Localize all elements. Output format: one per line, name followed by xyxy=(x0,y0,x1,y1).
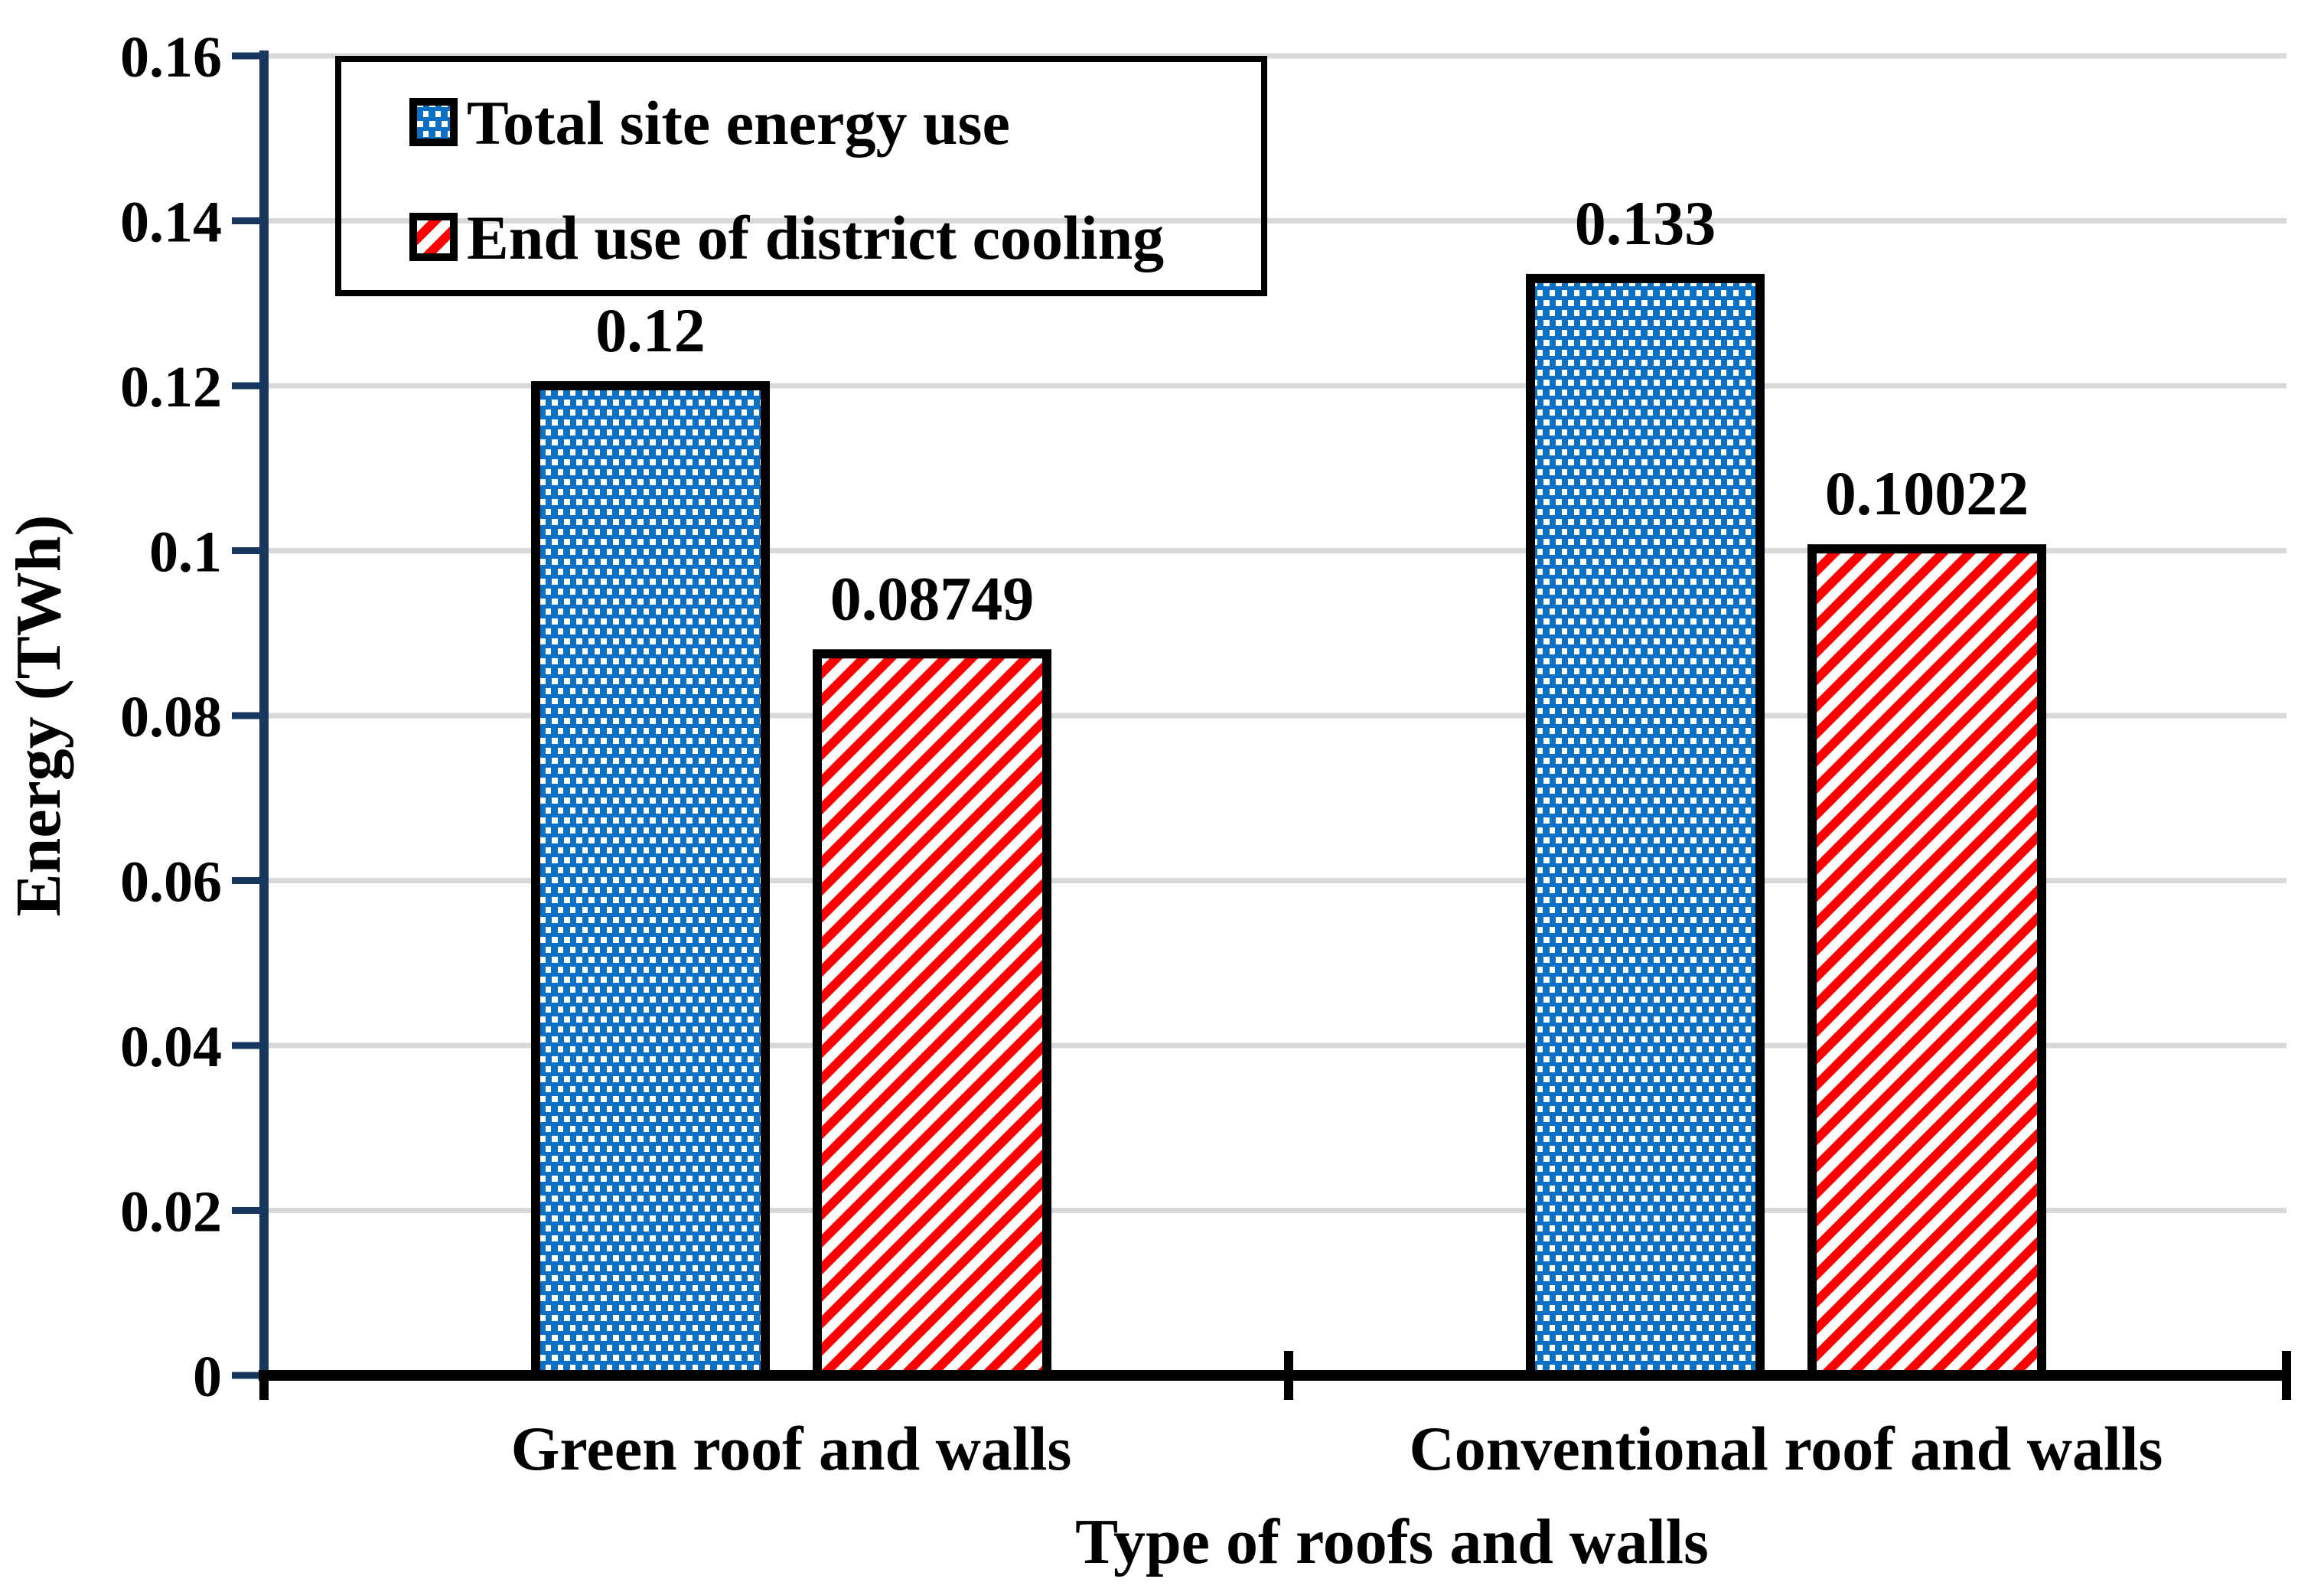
y-axis-title: Energy (TWh) xyxy=(3,515,74,917)
bar-blue-dotted xyxy=(1526,273,1765,1380)
bar-red-diagonal-hatch xyxy=(813,649,1051,1380)
legend-swatch-total-site-energy-icon xyxy=(409,98,458,146)
bar-red-diagonal-hatch xyxy=(1807,544,2046,1380)
category-label: Green roof and walls xyxy=(511,1414,1072,1483)
y-tick-label: 0.1 xyxy=(149,520,222,585)
y-tick-label: 0.08 xyxy=(120,685,222,749)
y-tick-label: 0 xyxy=(193,1345,222,1409)
bar-value-label: 0.08749 xyxy=(830,563,1035,633)
category-label: Conventional roof and walls xyxy=(1410,1414,2163,1483)
y-tick-label: 0.04 xyxy=(120,1015,222,1079)
y-tick-label: 0.16 xyxy=(120,25,222,90)
y-tick-label: 0.02 xyxy=(120,1180,222,1245)
bar-value-label: 0.133 xyxy=(1575,188,1716,258)
legend-label-district-cooling: End use of district cooling xyxy=(467,203,1164,272)
legend-swatch-district-cooling-icon xyxy=(409,213,458,261)
x-axis-title: Type of roofs and walls xyxy=(1075,1506,1709,1577)
y-ticks-layer: 0 0.02 0.04 0.06 0.08 0.1 0.12 0.14 0.16 xyxy=(120,25,264,1409)
bars-layer: 0.12 0.133 0.08749 0.10022 xyxy=(531,188,2046,1380)
y-tick-label: 0.14 xyxy=(120,191,222,255)
y-tick-label: 0.12 xyxy=(120,355,222,419)
bar-blue-dotted xyxy=(531,381,770,1380)
legend: Total site energy use End use of distric… xyxy=(335,56,1267,296)
y-tick-label: 0.06 xyxy=(120,850,222,915)
legend-label-total-site-energy: Total site energy use xyxy=(467,88,1010,158)
legend-box xyxy=(335,56,1267,296)
bar-value-label: 0.12 xyxy=(595,295,706,365)
bar-value-label: 0.10022 xyxy=(1825,458,2029,528)
category-labels-layer: Green roof and walls Conventional roof an… xyxy=(511,1414,2163,1483)
